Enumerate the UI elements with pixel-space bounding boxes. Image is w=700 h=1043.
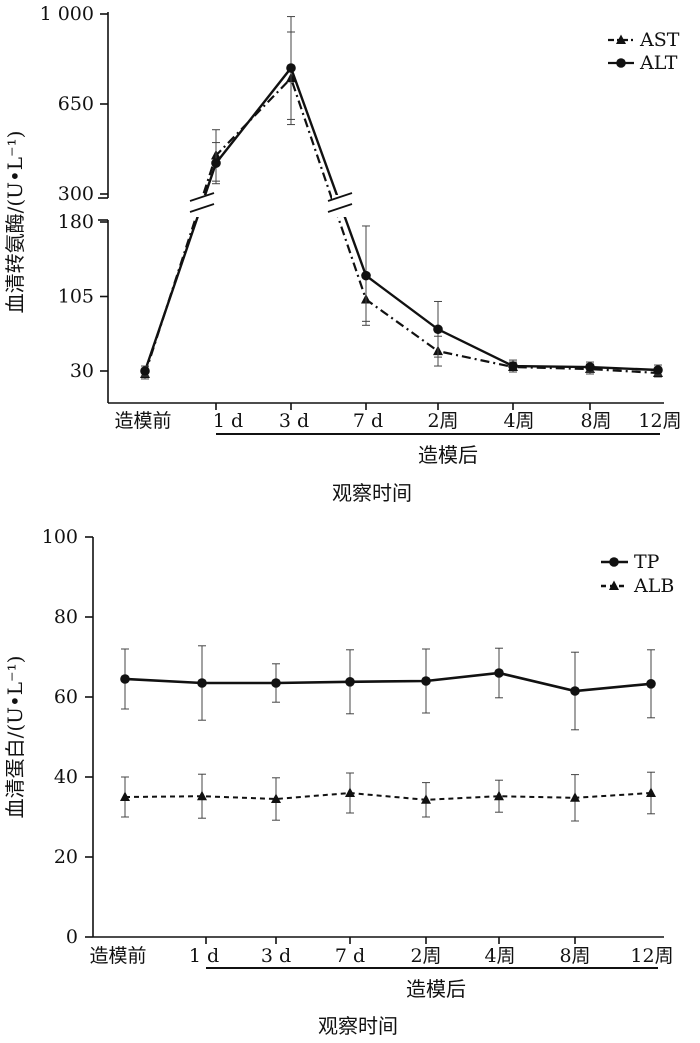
break-gap: [194, 195, 210, 217]
y-tick-label: 300: [58, 183, 94, 205]
break-slash: [189, 203, 215, 213]
legend-label: ALB: [633, 575, 674, 597]
data-point-triangle: [421, 794, 431, 804]
x-tick-label: 8周: [559, 945, 590, 967]
x-axis-title: 观察时间: [318, 1014, 398, 1038]
data-point-triangle: [616, 34, 626, 44]
data-point-triangle: [271, 793, 281, 803]
series-alb: [120, 771, 656, 822]
data-point-circle: [140, 366, 150, 376]
y-tick-marks: 0 20 40 60 80 100: [42, 526, 93, 948]
series-tp: [120, 645, 656, 731]
data-point-circle: [646, 679, 656, 689]
data-break-marks: [189, 192, 353, 217]
x-tick-label: 2周: [410, 945, 441, 967]
y-tick-label: 80: [54, 606, 78, 628]
series-ast: [140, 31, 663, 380]
y-tick-label: 650: [58, 93, 94, 115]
y-tick-label: 100: [42, 526, 78, 548]
data-point-circle: [211, 158, 221, 168]
x-tick-label: 7 d: [335, 945, 365, 967]
y-tick-marks: 30 105 180 300 650 1 000: [40, 3, 108, 382]
x-tick-label: 1 d: [189, 945, 219, 967]
break-slash: [189, 192, 215, 202]
y-tick-label: 105: [58, 286, 94, 308]
y-tick-label: 60: [54, 686, 78, 708]
group-label: 造模后: [418, 443, 478, 467]
x-tick-marks: 造模前 1 d 3 d 7 d 2周 4周 8周 12周: [89, 937, 674, 967]
legend-label: AST: [639, 29, 680, 51]
x-tick-label: 3 d: [279, 410, 309, 432]
data-point-triangle: [646, 787, 656, 797]
series-line: [143, 65, 659, 372]
x-tick-label: 7 d: [353, 410, 383, 432]
x-tick-label: 4周: [503, 410, 534, 432]
x-tick-label: 造模前: [89, 945, 146, 967]
data-point-circle: [197, 678, 207, 688]
y-axis-title: 血清蛋白/(U•L⁻¹): [3, 656, 27, 819]
data-point-triangle: [120, 791, 130, 801]
group-label: 造模后: [406, 977, 466, 1001]
data-point-circle: [271, 678, 281, 688]
x-tick-label: 12周: [630, 945, 673, 967]
series-layer: [140, 16, 663, 380]
serum-protein-chart: 0 20 40 60 80 100 造模前 1 d 3 d 7 d 2周 4周 8周 12周 造模后 观…: [3, 526, 674, 1038]
data-point-circle: [508, 361, 518, 371]
y-tick-label: 40: [54, 766, 78, 788]
x-tick-label: 4周: [484, 945, 515, 967]
y-tick-label: 30: [70, 360, 94, 382]
data-point-circle: [570, 686, 580, 696]
aminotransferase-chart: 30 105 180 300 650 1 000 造模前 1 d 3 d 7 d 2周 4周 8周 12…: [3, 3, 682, 505]
data-point-circle: [433, 324, 443, 335]
x-axis-title: 观察时间: [332, 481, 412, 505]
data-point-triangle: [494, 790, 504, 801]
data-point-circle: [494, 668, 504, 678]
data-point-circle: [421, 676, 431, 686]
data-point-triangle: [609, 580, 619, 590]
y-axis-title: 血清转氨酶/(U•L⁻¹): [3, 131, 27, 314]
data-point-triangle: [570, 792, 580, 802]
data-point-circle: [286, 63, 296, 73]
break-gap: [332, 195, 348, 217]
y-tick-label: 20: [54, 846, 78, 868]
legend-label: ALT: [639, 52, 678, 74]
data-point-circle: [616, 58, 626, 68]
data-point-circle: [361, 270, 371, 281]
y-tick-label: 0: [66, 926, 78, 948]
series-line: [124, 671, 652, 693]
data-point-circle: [653, 365, 663, 375]
y-tick-label: 1 000: [40, 3, 94, 25]
data-point-triangle: [345, 787, 355, 797]
x-tick-label: 3 d: [261, 945, 291, 967]
data-point-circle: [585, 362, 595, 372]
data-point-circle: [345, 677, 355, 687]
series-alt: [140, 16, 663, 377]
legend-label: TP: [634, 551, 660, 573]
data-point-triangle: [197, 790, 207, 801]
data-point-circle: [609, 557, 619, 567]
series-line: [124, 791, 652, 801]
series-layer: [120, 645, 656, 822]
x-tick-label: 12周: [638, 410, 681, 432]
data-point-circle: [120, 674, 130, 684]
x-tick-marks: 造模前 1 d 3 d 7 d 2周 4周 8周 12周: [114, 403, 682, 432]
x-tick-label: 2周: [427, 410, 458, 432]
x-tick-label: 8周: [580, 410, 611, 432]
x-tick-label: 造模前: [114, 410, 171, 432]
break-slash: [327, 192, 353, 202]
x-tick-label: 1 d: [213, 410, 243, 432]
break-slash: [327, 203, 353, 213]
series-line: [143, 76, 659, 375]
y-tick-label: 180: [58, 211, 94, 233]
